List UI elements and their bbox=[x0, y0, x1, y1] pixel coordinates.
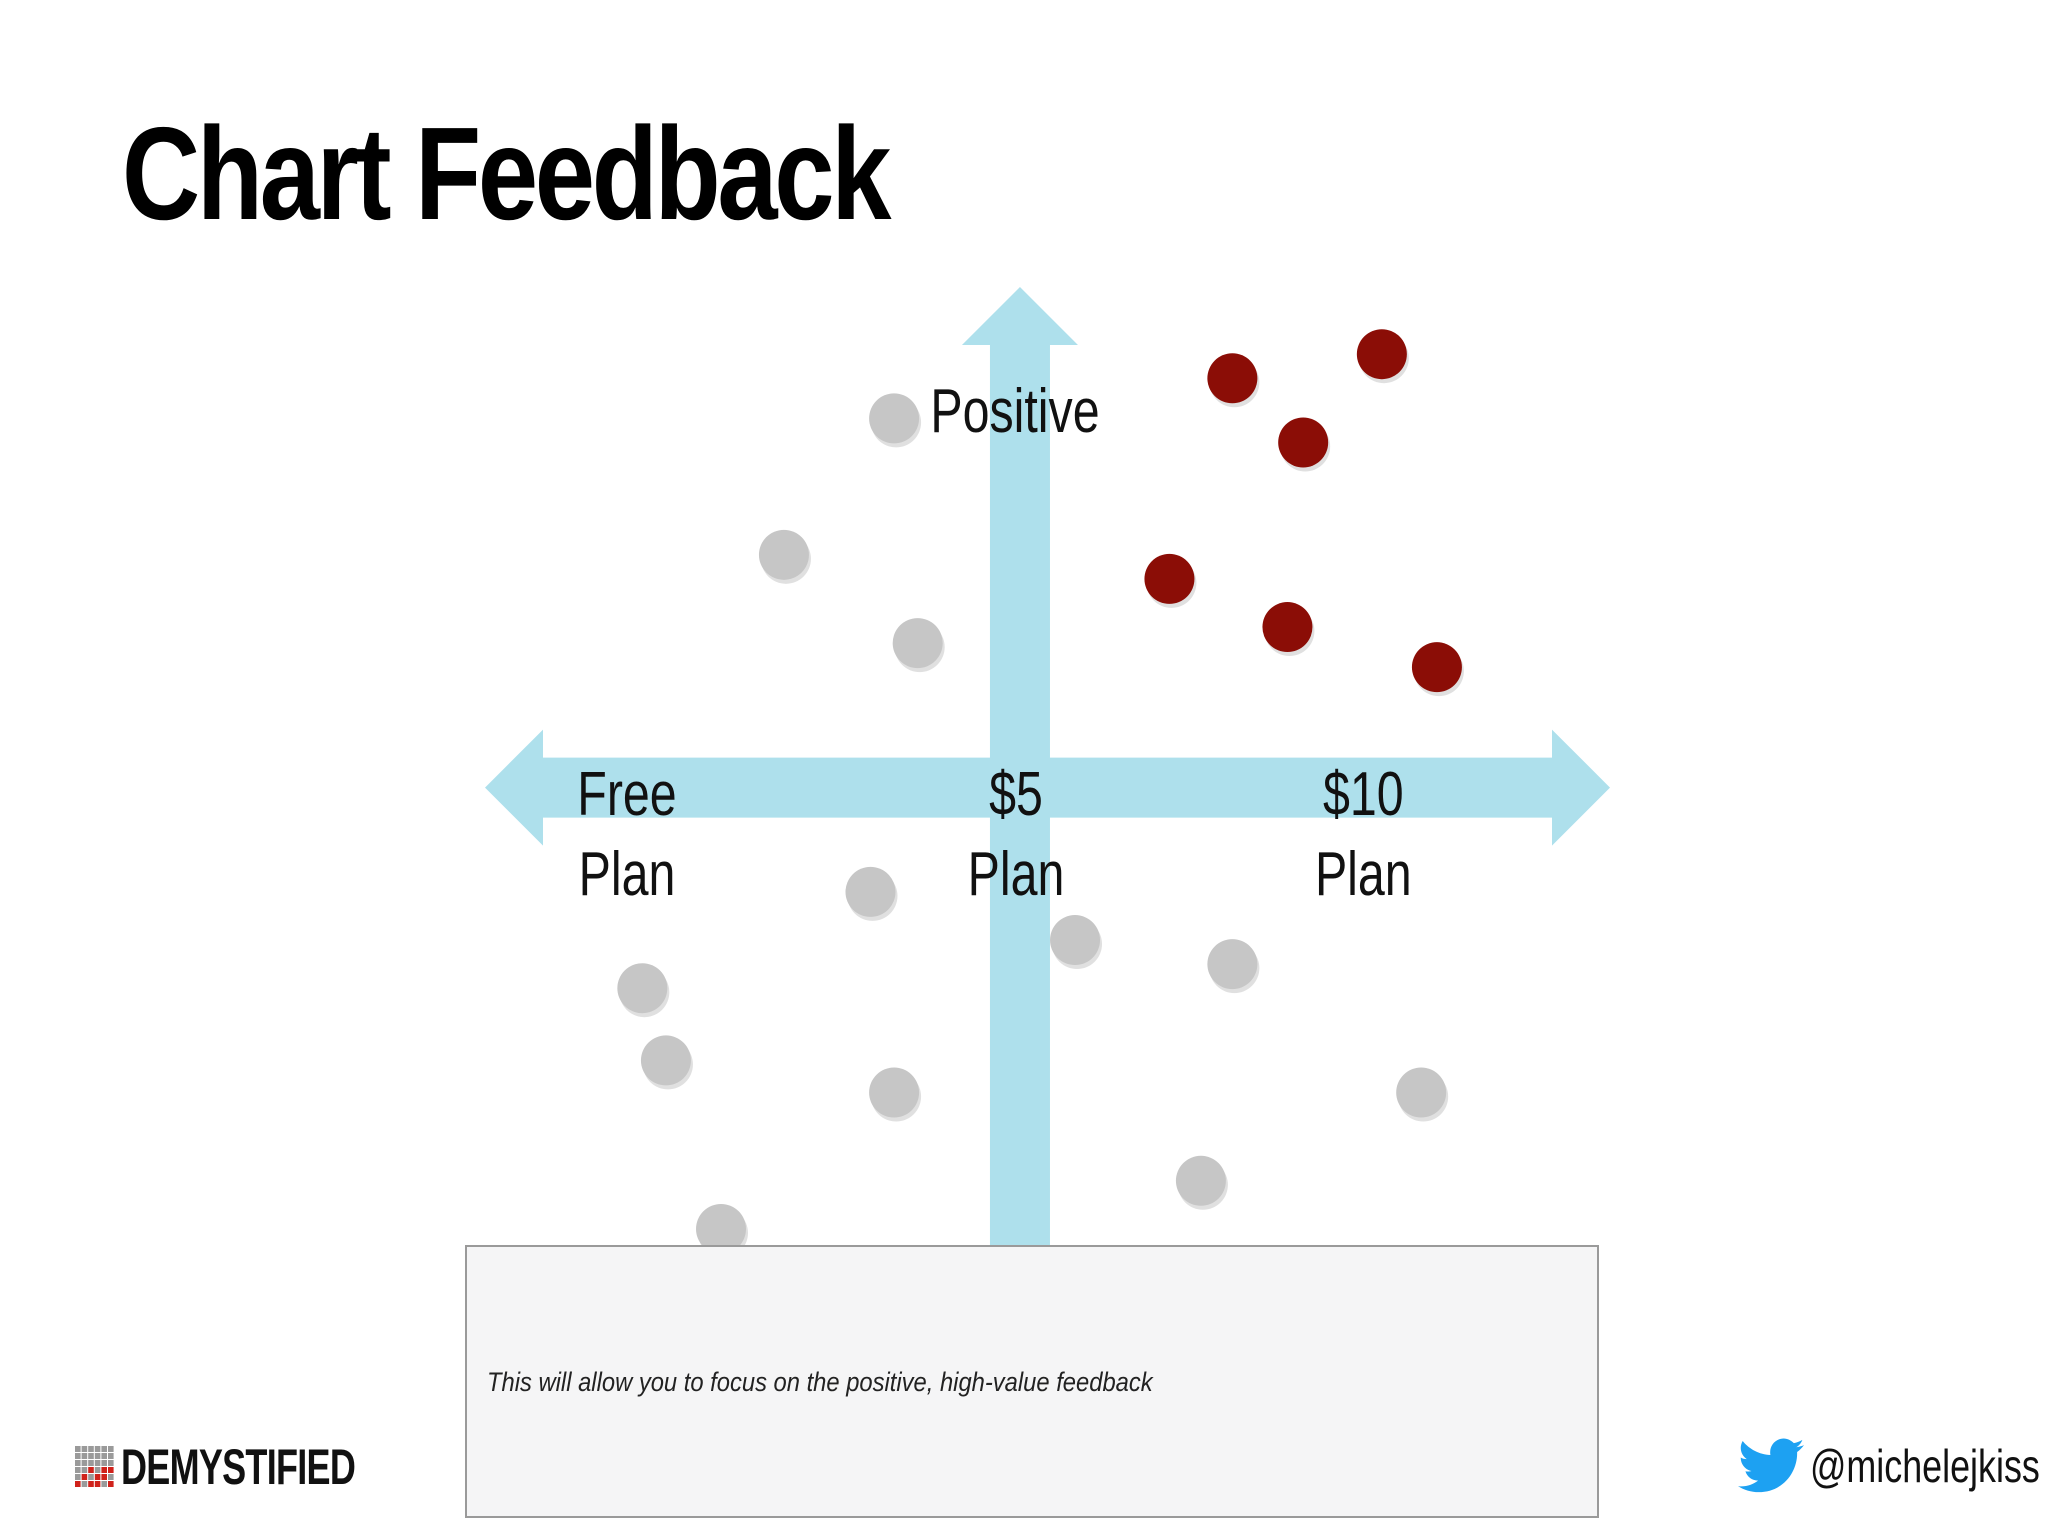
logo-grid-cell bbox=[101, 1467, 107, 1473]
logo-grid-cell bbox=[108, 1446, 114, 1452]
highlighted-point bbox=[1278, 417, 1331, 472]
other-point-dot bbox=[1396, 1067, 1447, 1118]
other-point-dot bbox=[1050, 915, 1101, 966]
logo-grid-cell bbox=[101, 1453, 107, 1459]
logo-text: DEMYSTIFIED bbox=[121, 1439, 356, 1495]
twitter-handle-text[interactable]: @michelejkiss bbox=[1810, 1440, 2040, 1492]
chart-axes bbox=[485, 287, 1610, 1245]
twitter-bird-icon bbox=[1738, 1438, 1804, 1493]
other-point-dot bbox=[640, 1035, 691, 1086]
highlighted-point bbox=[1144, 553, 1197, 608]
highlighted-point-dot bbox=[1411, 642, 1462, 693]
chart-points bbox=[617, 329, 1464, 1258]
logo-grid-cell bbox=[81, 1467, 88, 1473]
logo-grid-cell bbox=[94, 1446, 101, 1452]
logo-grid-cell bbox=[75, 1453, 81, 1459]
logo-grid-cell bbox=[88, 1446, 94, 1452]
other-point-dot bbox=[1207, 939, 1258, 990]
twitter-handle[interactable]: @michelejkiss bbox=[1738, 1436, 2048, 1496]
logo-grid-cell bbox=[108, 1481, 114, 1487]
logo-grid-cell bbox=[75, 1481, 81, 1487]
logo-grid-cell bbox=[75, 1446, 81, 1452]
demystified-logo: DEMYSTIFIED bbox=[75, 1439, 446, 1495]
logo-grid-cell bbox=[75, 1460, 81, 1466]
other-point-dot bbox=[892, 618, 943, 669]
highlighted-point bbox=[1356, 329, 1409, 384]
logo-grid-cell bbox=[81, 1460, 88, 1466]
logo-grid-cell bbox=[108, 1467, 114, 1473]
other-point bbox=[1207, 939, 1260, 994]
y-axis-arrow bbox=[961, 287, 1078, 1245]
x-tick-label: Plan bbox=[579, 839, 676, 908]
logo-grid-cell bbox=[88, 1453, 94, 1459]
highlighted-point bbox=[1262, 602, 1315, 657]
slide-title: Chart Feedback bbox=[122, 100, 891, 247]
bar-grid-icon bbox=[75, 1446, 114, 1487]
logo-grid-cell bbox=[101, 1446, 107, 1452]
logo-grid-cell bbox=[94, 1467, 101, 1473]
other-point-dot bbox=[696, 1203, 747, 1254]
x-tick-label: $10 bbox=[1323, 759, 1404, 828]
logo-grid-cell bbox=[81, 1481, 88, 1487]
logo-grid-cell bbox=[94, 1474, 101, 1480]
other-point-dot bbox=[869, 1067, 920, 1118]
logo-grid-cell bbox=[101, 1474, 107, 1480]
y-axis-label: Positive bbox=[930, 376, 1099, 445]
logo-grid-cell bbox=[88, 1460, 94, 1466]
logo-grid-cell bbox=[94, 1481, 101, 1487]
other-point bbox=[617, 963, 670, 1018]
other-point-dot bbox=[869, 393, 920, 444]
other-point bbox=[892, 618, 945, 673]
other-point-dot bbox=[1175, 1155, 1226, 1206]
logo-grid-cell bbox=[88, 1481, 94, 1487]
logo-grid-cell bbox=[94, 1453, 101, 1459]
other-point bbox=[1050, 915, 1103, 970]
other-point bbox=[640, 1035, 693, 1090]
highlighted-point-dot bbox=[1356, 329, 1407, 380]
logo-grid-cell bbox=[108, 1453, 114, 1459]
other-point-dot bbox=[845, 866, 896, 917]
highlighted-point bbox=[1207, 353, 1260, 408]
x-tick-label: Plan bbox=[1315, 839, 1412, 908]
logo-grid-cell bbox=[101, 1481, 107, 1487]
note-text: This will allow you to focus on the posi… bbox=[487, 1367, 1153, 1397]
highlighted-point bbox=[1411, 642, 1464, 697]
logo-grid-cell bbox=[108, 1460, 114, 1466]
other-point bbox=[758, 529, 811, 584]
other-point bbox=[1396, 1067, 1449, 1122]
other-point-dot bbox=[617, 963, 668, 1014]
logo-grid-cell bbox=[94, 1460, 101, 1466]
logo-grid-cell bbox=[75, 1474, 81, 1480]
note-box: This will allow you to focus on the posi… bbox=[465, 1245, 1599, 1518]
x-tick-label: $5 bbox=[989, 759, 1043, 828]
highlighted-point-dot bbox=[1207, 353, 1258, 404]
chart-labels: Positive Free Plan $5 Plan $10 Plan bbox=[577, 376, 1411, 908]
logo-grid-cell bbox=[101, 1460, 107, 1466]
other-point bbox=[845, 866, 898, 921]
x-tick-label: Plan bbox=[968, 839, 1065, 908]
logo-grid-cell bbox=[75, 1467, 81, 1473]
other-point bbox=[869, 393, 922, 448]
logo-grid-cell bbox=[88, 1467, 94, 1473]
logo-grid-cell bbox=[81, 1453, 88, 1459]
other-point-dot bbox=[758, 529, 809, 580]
highlighted-point-dot bbox=[1144, 553, 1195, 604]
logo-grid-cell bbox=[88, 1474, 94, 1480]
highlighted-point-dot bbox=[1278, 417, 1329, 468]
logo-grid-cell bbox=[81, 1474, 88, 1480]
other-point bbox=[869, 1067, 922, 1122]
x-tick-label: Free bbox=[577, 759, 676, 828]
logo-grid-cell bbox=[81, 1446, 88, 1452]
highlighted-point-dot bbox=[1262, 602, 1313, 653]
logo-grid-cell bbox=[108, 1474, 114, 1480]
other-point bbox=[1175, 1155, 1228, 1210]
